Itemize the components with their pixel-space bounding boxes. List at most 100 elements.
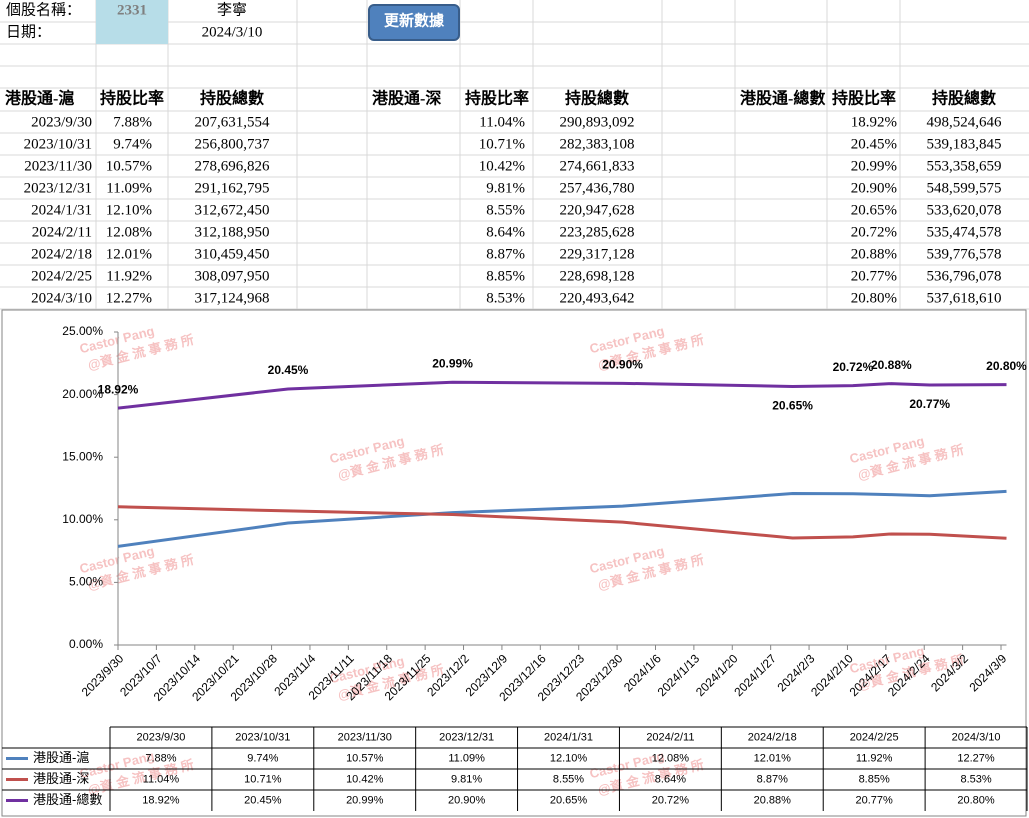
data-label: 20.72% — [833, 360, 874, 374]
y-tick-label: 25.00% — [62, 324, 103, 338]
table-header: 2024/3/10 — [952, 731, 1001, 743]
legend-label: 港股通-總數 — [33, 792, 102, 807]
button-shape[interactable] — [368, 4, 460, 41]
table-value: 20.45% — [244, 794, 282, 806]
table-cell: 290,893,092 — [560, 114, 635, 130]
table-value: 10.57% — [346, 752, 384, 764]
data-label: 20.99% — [432, 356, 473, 370]
table-cell: 10.42% — [479, 158, 525, 174]
table-value: 20.90% — [448, 794, 486, 806]
button-label[interactable]: 更新數據 — [384, 11, 445, 29]
data-label: 20.45% — [268, 363, 309, 377]
table-cell: 536,796,078 — [927, 268, 1002, 284]
series-line — [117, 505, 1007, 540]
stock-code: 2331 — [117, 2, 147, 18]
table-cell: 20.65% — [851, 202, 897, 218]
table-cell: 317,124,968 — [195, 290, 270, 306]
table-cell: 20.77% — [851, 268, 897, 284]
table-cell: 2023/11/30 — [24, 158, 92, 174]
table-cell: 2023/9/30 — [31, 114, 92, 130]
table-cell: 12.08% — [106, 224, 152, 240]
table-cell: 11.04% — [479, 114, 525, 130]
table-header: 2023/11/30 — [338, 731, 392, 743]
table-header: 2024/2/25 — [850, 731, 899, 743]
data-label: 20.88% — [871, 358, 912, 372]
table-cell: 12.10% — [106, 202, 152, 218]
table-value: 8.64% — [655, 773, 686, 785]
table-value: 12.10% — [550, 752, 588, 764]
table-cell: 11.09% — [106, 180, 152, 196]
data-label: 20.80% — [986, 359, 1027, 373]
stock-name: 李寧 — [217, 1, 247, 18]
data-label: 18.92% — [98, 382, 139, 396]
data-label: 20.77% — [909, 397, 950, 411]
y-tick-label: 20.00% — [62, 387, 103, 401]
table-value: 11.92% — [856, 752, 893, 764]
table-cell: 18.92% — [851, 114, 897, 130]
table-cell: 282,383,108 — [560, 136, 635, 152]
y-tick-label: 15.00% — [62, 449, 103, 463]
table-cell: 20.45% — [851, 136, 897, 152]
table-cell: 8.55% — [486, 202, 525, 218]
table-cell: 308,097,950 — [195, 268, 270, 284]
table-value: 9.81% — [451, 773, 482, 785]
column-header: 港股通-滬 — [5, 89, 74, 108]
table-cell: 535,474,578 — [927, 224, 1002, 240]
table-header: 2023/9/30 — [136, 731, 185, 743]
column-header: 持股總數 — [200, 89, 264, 108]
column-header: 持股比率 — [832, 89, 896, 108]
table-cell: 20.90% — [851, 180, 897, 196]
table-value: 12.01% — [754, 752, 792, 764]
update-button[interactable]: 更新數據 — [368, 4, 460, 41]
table-cell: 7.88% — [113, 114, 152, 130]
table-cell: 312,188,950 — [195, 224, 270, 240]
table-cell: 2023/12/31 — [24, 180, 92, 196]
table-cell: 10.71% — [479, 136, 525, 152]
table-value: 7.88% — [145, 752, 176, 764]
column-header: 港股通-總數 — [740, 89, 825, 108]
legend-label: 港股通-深 — [33, 771, 89, 786]
table-cell: 278,696,826 — [195, 158, 271, 174]
table-cell: 207,631,554 — [195, 114, 271, 130]
cell-grid — [0, 0, 1029, 310]
column-header: 持股總數 — [565, 89, 629, 108]
table-cell: 8.53% — [486, 290, 525, 306]
table-cell: 228,698,128 — [560, 268, 635, 284]
table-cell: 8.64% — [486, 224, 525, 240]
column-header: 港股通-深 — [372, 89, 441, 108]
data-label: 20.90% — [602, 358, 643, 372]
chart-area — [1, 309, 1027, 817]
table-cell: 537,618,610 — [927, 290, 1002, 306]
column-header: 持股比率 — [100, 89, 164, 108]
table-cell: 274,661,833 — [560, 158, 635, 174]
y-tick-label: 5.00% — [69, 575, 103, 589]
data-label: 20.65% — [772, 399, 813, 413]
series-line — [117, 380, 1007, 410]
table-cell: 257,436,780 — [560, 180, 635, 196]
table-value: 10.71% — [244, 773, 282, 785]
table-value: 11.09% — [448, 752, 485, 764]
table-cell: 312,672,450 — [195, 202, 270, 218]
table-value: 8.85% — [859, 773, 890, 785]
table-header: 2024/1/31 — [544, 731, 593, 743]
table-cell: 9.74% — [113, 136, 152, 152]
data-table: 2023/9/30 2023/10/31 2023/11/30 2023/12/31 2… — [2, 726, 1028, 811]
table-cell: 498,524,646 — [927, 114, 1003, 130]
table-cell: 2024/1/31 — [31, 202, 92, 218]
table-value: 18.92% — [142, 794, 180, 806]
table-cell: 20.72% — [851, 224, 897, 240]
table-cell: 229,317,128 — [560, 246, 635, 262]
table-cell: 2024/3/10 — [31, 290, 92, 306]
table-value: 8.53% — [960, 773, 991, 785]
table-cell: 548,599,575 — [927, 180, 1002, 196]
table-value: 9.74% — [247, 752, 278, 764]
table-value: 8.55% — [553, 773, 584, 785]
table-value: 10.42% — [346, 773, 384, 785]
table-header: 2023/10/31 — [235, 731, 290, 743]
table-value: 8.87% — [757, 773, 788, 785]
table-cell: 20.80% — [851, 290, 897, 306]
date-value: 2024/3/10 — [202, 24, 263, 40]
table-cell: 8.87% — [486, 246, 525, 262]
table-cell: 533,620,078 — [927, 202, 1002, 218]
